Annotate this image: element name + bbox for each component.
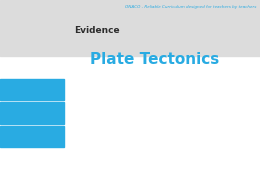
Text: Evidence: Evidence xyxy=(74,26,120,35)
Bar xyxy=(0,79,64,100)
Text: Plate Tectonics: Plate Tectonics xyxy=(90,52,219,67)
Bar xyxy=(0,102,64,124)
Bar xyxy=(0,0,260,56)
Text: ONACO - Reliable Curriculum designed for teachers by teachers: ONACO - Reliable Curriculum designed for… xyxy=(125,5,256,9)
Bar xyxy=(0,126,64,147)
